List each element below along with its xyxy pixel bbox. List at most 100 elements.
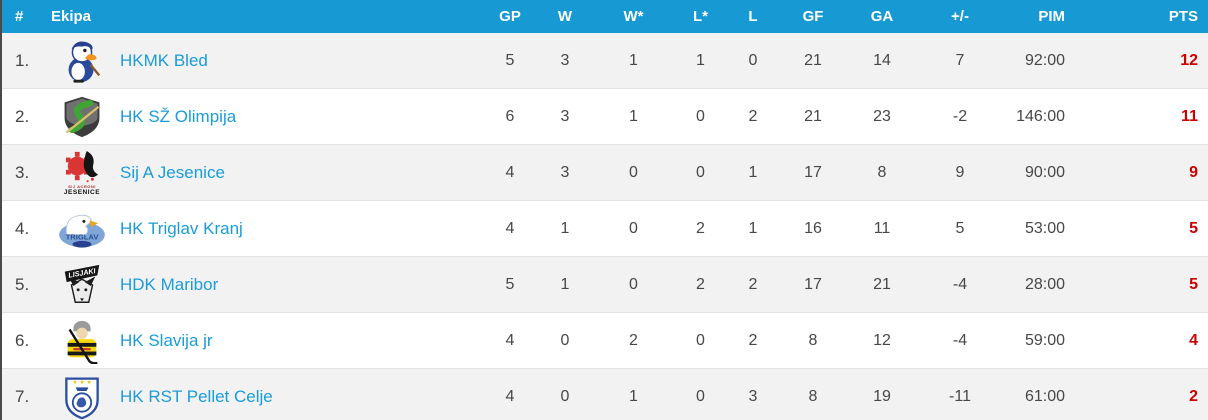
stat-gf: 8 — [780, 312, 846, 369]
stat-diff: 7 — [918, 33, 1002, 89]
table-row: 4. TRIGLAV HK Triglav Kranj 4 1 0 2 — [2, 200, 1208, 257]
stat-l-ot: 2 — [675, 200, 726, 257]
rank-cell: 6. — [2, 312, 44, 369]
stat-ga: 11 — [846, 200, 918, 257]
stat-l-ot: 0 — [675, 88, 726, 145]
hkmk-bled-logo[interactable] — [59, 38, 105, 84]
hk-triglav-kranj-logo[interactable]: TRIGLAV — [57, 209, 107, 249]
stat-diff: -4 — [918, 312, 1002, 369]
team-link[interactable]: HK Triglav Kranj — [120, 218, 243, 238]
team-link[interactable]: Sij A Jesenice — [120, 162, 225, 182]
hk-slavija-jr-logo[interactable] — [60, 318, 104, 364]
team-cell: HDK Maribor — [120, 256, 482, 313]
stat-ga: 14 — [846, 33, 918, 89]
rank-cell: 2. — [2, 88, 44, 145]
table-row: 5. LISJAKI HDK Maribor 5 — [2, 256, 1208, 313]
stat-pim: 53:00 — [1002, 200, 1120, 257]
stat-gp: 6 — [482, 88, 538, 145]
logo-cell: SIJ ACRONI JESENICE — [44, 144, 120, 201]
stat-pim: 90:00 — [1002, 144, 1120, 201]
stat-w: 0 — [538, 312, 592, 369]
stat-ga: 8 — [846, 144, 918, 201]
stat-w-ot: 1 — [592, 88, 675, 145]
team-cell: HK SŽ Olimpija — [120, 88, 482, 145]
team-link[interactable]: HK RST Pellet Celje — [120, 386, 273, 406]
hk-rst-pellet-celje-logo[interactable]: ★ ★ ★ — [61, 374, 103, 420]
stat-gf: 21 — [780, 33, 846, 89]
col-header-diff: +/- — [918, 0, 1002, 33]
sij-acroni-jesenice-logo[interactable]: SIJ ACRONI JESENICE — [63, 150, 101, 196]
logo-cell — [44, 312, 120, 369]
col-header-l-ot: L* — [675, 0, 726, 33]
stat-diff: 9 — [918, 144, 1002, 201]
table-row: 2. HK SŽ Olimpija 6 3 1 0 2 21 23 -2 — [2, 88, 1208, 145]
stat-w-ot: 0 — [592, 200, 675, 257]
col-header-l: L — [726, 0, 780, 33]
stat-ga: 21 — [846, 256, 918, 313]
stat-pim: 61:00 — [1002, 368, 1120, 420]
stat-w: 1 — [538, 256, 592, 313]
hk-sz-olimpija-logo[interactable] — [60, 95, 104, 139]
stat-pim: 59:00 — [1002, 312, 1120, 369]
team-cell: HKMK Bled — [120, 33, 482, 89]
rank-cell: 4. — [2, 200, 44, 257]
stat-w-ot: 2 — [592, 312, 675, 369]
col-header-pts: PTS — [1120, 0, 1208, 33]
team-link[interactable]: HDK Maribor — [120, 274, 219, 294]
stat-ga: 12 — [846, 312, 918, 369]
stat-l-ot: 0 — [675, 312, 726, 369]
logo-caption-top: SIJ ACRONI — [68, 183, 96, 189]
stat-pts: 2 — [1120, 368, 1208, 420]
table-row: 7. ★ ★ ★ HK RST Pellet Celje 4 0 1 0 3 8 — [2, 368, 1208, 420]
stat-diff: -2 — [918, 88, 1002, 145]
logo-cell — [44, 33, 120, 89]
stat-l-ot: 1 — [675, 33, 726, 89]
col-header-team: Ekipa — [44, 0, 482, 33]
team-link[interactable]: HK SŽ Olimpija — [120, 106, 237, 126]
stat-pim: 146:00 — [1002, 88, 1120, 145]
team-cell: HK Triglav Kranj — [120, 200, 482, 257]
stat-l: 0 — [726, 33, 780, 89]
stat-pim: 92:00 — [1002, 33, 1120, 89]
table-row: 3. SIJ ACRONI JES — [2, 144, 1208, 201]
stat-diff: -4 — [918, 256, 1002, 313]
stat-gf: 17 — [780, 256, 846, 313]
stat-gf: 17 — [780, 144, 846, 201]
col-header-w-ot: W* — [592, 0, 675, 33]
stat-gp: 4 — [482, 144, 538, 201]
team-link[interactable]: HKMK Bled — [120, 50, 208, 70]
stat-l: 2 — [726, 312, 780, 369]
stat-diff: 5 — [918, 200, 1002, 257]
stat-l: 2 — [726, 88, 780, 145]
col-header-gp: GP — [482, 0, 538, 33]
stat-ga: 23 — [846, 88, 918, 145]
svg-text:★ ★ ★: ★ ★ ★ — [72, 379, 91, 386]
stat-w: 1 — [538, 200, 592, 257]
stat-l: 2 — [726, 256, 780, 313]
stat-l-ot: 0 — [675, 368, 726, 420]
rank-cell: 7. — [2, 368, 44, 420]
stat-gp: 5 — [482, 33, 538, 89]
stat-gf: 16 — [780, 200, 846, 257]
logo-text: TRIGLAV — [66, 232, 100, 241]
rank-cell: 3. — [2, 144, 44, 201]
stat-pts: 4 — [1120, 312, 1208, 369]
stat-pts: 5 — [1120, 256, 1208, 313]
col-header-ga: GA — [846, 0, 918, 33]
stat-pts: 11 — [1120, 88, 1208, 145]
team-cell: HK Slavija jr — [120, 312, 482, 369]
stat-w: 3 — [538, 88, 592, 145]
hdk-maribor-logo[interactable]: LISJAKI — [59, 262, 105, 308]
stat-w: 3 — [538, 144, 592, 201]
stat-l: 1 — [726, 200, 780, 257]
stat-w-ot: 1 — [592, 33, 675, 89]
col-header-rank: # — [2, 0, 44, 33]
team-link[interactable]: HK Slavija jr — [120, 330, 213, 350]
logo-caption-bottom: JESENICE — [63, 188, 101, 196]
header-row: # Ekipa GP W W* L* L GF GA +/- PIM PTS — [2, 0, 1208, 33]
logo-cell — [44, 88, 120, 145]
stat-w-ot: 0 — [592, 256, 675, 313]
stat-pts: 9 — [1120, 144, 1208, 201]
